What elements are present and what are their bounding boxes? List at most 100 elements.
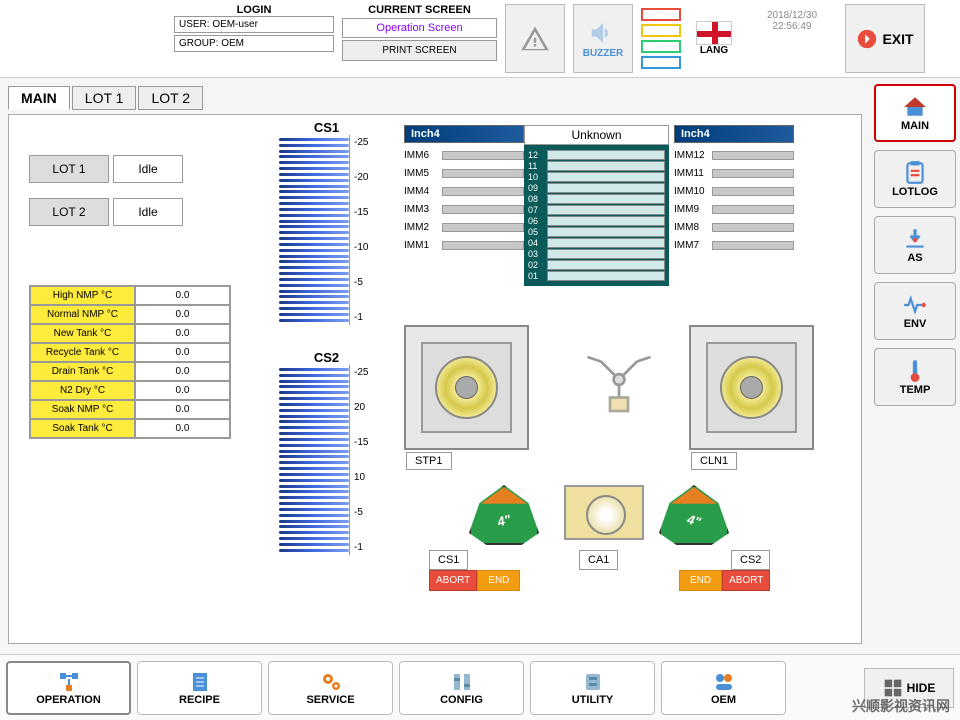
- utility-icon: [581, 670, 605, 694]
- imm-right-header: Inch4: [674, 125, 794, 143]
- slot-bar: [547, 260, 665, 270]
- user-field: USER: OEM-user: [174, 16, 334, 33]
- temp-label: New Tank °C: [30, 324, 135, 343]
- carrier-right[interactable]: 4": [659, 485, 729, 545]
- temp-value: 0.0: [135, 381, 230, 400]
- cs2-abort-button[interactable]: ABORT: [722, 570, 770, 591]
- gauge-cs1-title: CS1: [279, 120, 374, 135]
- imm-slot-bar: [442, 151, 524, 160]
- temp-label: Recycle Tank °C: [30, 343, 135, 362]
- pulse-icon: [902, 292, 928, 318]
- temp-label: High NMP °C: [30, 286, 135, 305]
- slot-bar: [547, 205, 665, 215]
- slot-number: 08: [528, 194, 544, 204]
- slot-bar: [547, 172, 665, 182]
- sidebar-as-button[interactable]: AS: [874, 216, 956, 274]
- imm-slot-bar: [442, 169, 524, 178]
- imm-slot-bar: [442, 241, 524, 250]
- slot-number: 09: [528, 183, 544, 193]
- sidebar-env-button[interactable]: ENV: [874, 282, 956, 340]
- slot-bar: [547, 150, 665, 160]
- login-box: LOGIN USER: OEM-user GROUP: OEM: [174, 4, 334, 73]
- cassette-title: Unknown: [524, 125, 669, 145]
- status-indicator: [641, 4, 681, 73]
- tab-main[interactable]: MAIN: [8, 86, 70, 110]
- alarm-button[interactable]: [505, 4, 565, 73]
- slot-bar: [547, 161, 665, 171]
- slot-bar: [547, 249, 665, 259]
- sidebar-lotlog-button[interactable]: LOTLOG: [874, 150, 956, 208]
- imm-slot-bar: [712, 151, 794, 160]
- slot-number: 03: [528, 249, 544, 259]
- download-icon: [902, 226, 928, 252]
- clipboard-icon: [902, 160, 928, 186]
- lot2-button[interactable]: LOT 2: [29, 198, 109, 226]
- gauge-cs2-title: CS2: [279, 350, 374, 365]
- exit-button[interactable]: EXIT: [845, 4, 925, 73]
- nav-config-button[interactable]: CONFIG: [399, 661, 524, 715]
- temp-value: 0.0: [135, 400, 230, 419]
- imm-slot-label: IMM3: [404, 204, 439, 215]
- imm-column-right: Inch4 IMM12IMM11IMM10IMM9IMM8IMM7: [674, 125, 794, 258]
- cs2-end-button[interactable]: END: [679, 570, 722, 591]
- windows-icon: [883, 678, 903, 698]
- tab-lot1[interactable]: LOT 1: [72, 86, 137, 110]
- print-screen-button[interactable]: PRINT SCREEN: [342, 40, 497, 61]
- exit-icon: [856, 28, 878, 50]
- login-title: LOGIN: [174, 4, 334, 16]
- nav-oem-button[interactable]: OEM: [661, 661, 786, 715]
- temp-label: Normal NMP °C: [30, 305, 135, 324]
- lot1-button[interactable]: LOT 1: [29, 155, 109, 183]
- nav-service-button[interactable]: SERVICE: [268, 661, 393, 715]
- imm-slot-bar: [442, 205, 524, 214]
- nav-utility-button[interactable]: UTILITY: [530, 661, 655, 715]
- slot-number: 05: [528, 227, 544, 237]
- carrier-left[interactable]: 4": [469, 485, 539, 545]
- header: LOGIN USER: OEM-user GROUP: OEM CURRENT …: [0, 0, 960, 78]
- gears-icon: [319, 670, 343, 694]
- slot-number: 01: [528, 271, 544, 281]
- imm-slot-label: IMM10: [674, 186, 709, 197]
- imm-slot-label: IMM12: [674, 150, 709, 161]
- imm-slot-label: IMM6: [404, 150, 439, 161]
- sidebar-main-button[interactable]: MAIN: [874, 84, 956, 142]
- robot-arm-icon: [574, 330, 664, 420]
- time: 22:56:49: [747, 21, 837, 32]
- imm-slot-label: IMM7: [674, 240, 709, 251]
- imm-slot-label: IMM11: [674, 168, 709, 179]
- warning-icon: [520, 24, 550, 54]
- slot-number: 10: [528, 172, 544, 182]
- recipe-icon: [188, 670, 212, 694]
- buzzer-button[interactable]: BUZZER: [573, 4, 633, 73]
- slot-number: 02: [528, 260, 544, 270]
- temp-label: Drain Tank °C: [30, 362, 135, 381]
- temp-label: Soak NMP °C: [30, 400, 135, 419]
- tab-lot2[interactable]: LOT 2: [138, 86, 203, 110]
- slot-bar: [547, 271, 665, 281]
- lang-button[interactable]: LANG: [689, 4, 739, 73]
- imm-slot-label: IMM5: [404, 168, 439, 179]
- slot-number: 07: [528, 205, 544, 215]
- cs1-abort-button[interactable]: ABORT: [429, 570, 477, 591]
- temp-value: 0.0: [135, 286, 230, 305]
- imm-slot-bar: [712, 223, 794, 232]
- slot-bar: [547, 227, 665, 237]
- gauge-cs1: CS1 -25-20-15-10-5-1: [279, 120, 374, 325]
- cs2-label: CS2: [731, 550, 770, 570]
- imm-slot-bar: [442, 187, 524, 196]
- machine-cln1[interactable]: CLN1: [689, 325, 814, 450]
- exit-label: EXIT: [882, 31, 913, 47]
- sidebar-temp-button[interactable]: TEMP: [874, 348, 956, 406]
- nav-recipe-button[interactable]: RECIPE: [137, 661, 262, 715]
- cs1-end-button[interactable]: END: [477, 570, 520, 591]
- imm-slot-label: IMM4: [404, 186, 439, 197]
- machine-stp1[interactable]: STP1: [404, 325, 529, 450]
- slot-bar: [547, 238, 665, 248]
- nav-operation-button[interactable]: OPERATION: [6, 661, 131, 715]
- operation-icon: [57, 670, 81, 694]
- center-assembly: [564, 485, 644, 540]
- buzzer-label: BUZZER: [583, 48, 624, 59]
- imm-slot-bar: [712, 169, 794, 178]
- imm-slot-label: IMM9: [674, 204, 709, 215]
- lang-label: LANG: [700, 45, 728, 56]
